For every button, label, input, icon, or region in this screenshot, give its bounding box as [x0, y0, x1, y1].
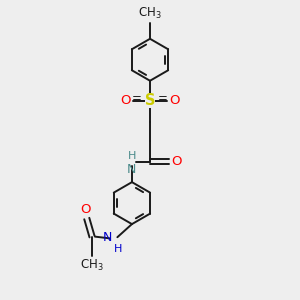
Text: O: O: [169, 94, 180, 107]
Text: O: O: [171, 155, 182, 168]
Text: =: =: [132, 92, 142, 105]
Text: H: H: [128, 151, 136, 160]
Text: S: S: [145, 93, 155, 108]
Text: N: N: [103, 231, 112, 244]
Text: H: H: [113, 244, 122, 254]
Text: =: =: [158, 92, 168, 105]
Text: N: N: [127, 163, 136, 176]
Text: O: O: [120, 94, 131, 107]
Text: CH$_3$: CH$_3$: [138, 6, 162, 21]
Text: CH$_3$: CH$_3$: [80, 258, 104, 273]
Text: O: O: [80, 203, 91, 216]
